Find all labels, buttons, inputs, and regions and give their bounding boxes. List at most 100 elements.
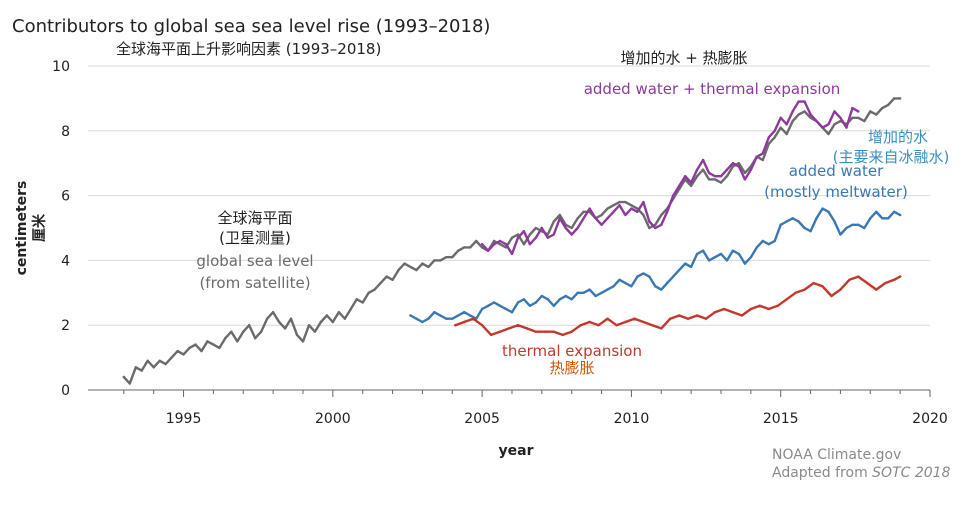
thermal-label-cn: 热膨胀	[549, 359, 594, 377]
data-point-thermal-expansion	[776, 304, 779, 307]
data-point-thermal-expansion	[893, 278, 896, 281]
data-point-thermal-expansion	[543, 330, 546, 333]
data-point-added-water-thermal-expansion	[588, 207, 591, 210]
data-point-global-sea-level-from-satellite	[689, 184, 693, 188]
data-point-global-sea-level-from-satellite	[618, 200, 621, 204]
data-point-added-water-mostly-meltwater	[707, 259, 711, 262]
data-point-added-water-mostly-meltwater	[749, 256, 753, 259]
data-point-thermal-expansion	[884, 281, 887, 285]
data-point-added-water-thermal-expansion	[624, 213, 627, 217]
data-point-thermal-expansion	[588, 320, 591, 324]
data-point-thermal-expansion	[570, 330, 573, 333]
data-point-thermal-expansion	[561, 333, 564, 337]
data-point-added-water-mostly-meltwater	[469, 314, 472, 317]
data-point-added-water-mostly-meltwater	[857, 223, 860, 226]
data-point-global-sea-level-from-satellite	[379, 281, 382, 285]
data-point-added-water-thermal-expansion	[522, 230, 526, 233]
data-point-global-sea-level-from-satellite	[319, 320, 323, 324]
data-point-global-sea-level-from-satellite	[642, 213, 645, 217]
data-point-added-water-thermal-expansion	[827, 123, 830, 126]
data-point-global-sea-level-from-satellite	[313, 330, 317, 333]
data-point-added-water-thermal-expansion	[618, 204, 621, 207]
data-point-global-sea-level-from-satellite	[325, 314, 329, 317]
series-line-thermal-expansion	[454, 275, 902, 337]
data-point-thermal-expansion	[794, 291, 797, 294]
data-point-added-water-thermal-expansion	[504, 243, 508, 246]
data-point-added-water-mostly-meltwater	[839, 233, 842, 236]
x-tick-label-2015: 2015	[763, 411, 799, 427]
data-point-added-water-mostly-meltwater	[898, 213, 902, 217]
data-point-global-sea-level-from-satellite	[492, 239, 496, 243]
data-point-added-water-mostly-meltwater	[761, 239, 764, 243]
data-point-global-sea-level-from-satellite	[421, 262, 424, 265]
data-point-added-water-mostly-meltwater	[504, 307, 508, 311]
data-point-global-sea-level-from-satellite	[218, 346, 221, 350]
data-point-added-water-mostly-meltwater	[755, 246, 758, 249]
data-point-thermal-expansion	[498, 330, 502, 333]
data-point-thermal-expansion	[669, 317, 672, 320]
data-point-added-water-thermal-expansion	[779, 116, 782, 120]
series-lines	[122, 97, 902, 385]
data-point-thermal-expansion	[830, 294, 833, 298]
data-point-added-water-mostly-meltwater	[731, 249, 735, 252]
data-point-added-water-mostly-meltwater	[678, 268, 681, 272]
data-point-added-water-mostly-meltwater	[695, 252, 699, 256]
data-point-added-water-mostly-meltwater	[588, 288, 591, 291]
data-point-global-sea-level-from-satellite	[224, 337, 227, 340]
series-added-water-thermal-expansion	[480, 100, 860, 256]
data-point-thermal-expansion	[606, 317, 609, 320]
data-point-added-water-mostly-meltwater	[492, 301, 496, 304]
y-tick-label-6: 6	[61, 189, 70, 205]
credit-line-2: Adapted from SOTC 2018	[772, 465, 951, 481]
data-point-global-sea-level-from-satellite	[582, 210, 585, 213]
data-point-thermal-expansion	[695, 314, 699, 317]
data-point-global-sea-level-from-satellite	[152, 366, 155, 369]
data-point-added-water-mostly-meltwater	[791, 217, 794, 220]
chart-title: Contributors to global sea sea level ris…	[12, 16, 490, 37]
data-point-added-water-mostly-meltwater	[427, 317, 430, 320]
data-point-added-water-mostly-meltwater	[869, 217, 872, 220]
data-point-added-water-mostly-meltwater	[815, 217, 818, 220]
y-axis-label-cn: 厘米	[31, 213, 48, 242]
data-point-thermal-expansion	[633, 317, 636, 320]
data-point-added-water-thermal-expansion	[833, 110, 836, 113]
data-point-added-water-thermal-expansion	[636, 210, 639, 213]
data-point-global-sea-level-from-satellite	[391, 278, 394, 281]
data-point-added-water-thermal-expansion	[749, 168, 753, 171]
data-point-global-sea-level-from-satellite	[295, 333, 299, 337]
y-tick-label-0: 0	[61, 383, 70, 399]
data-point-added-water-mostly-meltwater	[522, 298, 526, 301]
data-point-global-sea-level-from-satellite	[271, 311, 275, 314]
data-point-added-water-mostly-meltwater	[415, 317, 418, 320]
data-point-added-water-thermal-expansion	[713, 175, 717, 178]
data-point-added-water-mostly-meltwater	[887, 217, 890, 220]
data-point-global-sea-level-from-satellite	[439, 259, 442, 262]
x-tick-label-2010: 2010	[614, 411, 650, 427]
x-tick-label-2020: 2020	[912, 411, 948, 427]
data-point-global-sea-level-from-satellite	[498, 243, 502, 246]
data-point-global-sea-level-from-satellite	[415, 268, 418, 272]
data-point-global-sea-level-from-satellite	[480, 246, 484, 249]
data-point-added-water-thermal-expansion	[612, 210, 615, 213]
data-point-thermal-expansion	[552, 330, 555, 333]
data-point-thermal-expansion	[839, 288, 842, 291]
data-point-global-sea-level-from-satellite	[343, 317, 346, 320]
data-point-global-sea-level-from-satellite	[200, 349, 203, 353]
data-point-global-sea-level-from-satellite	[761, 158, 764, 162]
data-point-global-sea-level-from-satellite	[767, 142, 770, 145]
data-point-added-water-mostly-meltwater	[827, 210, 830, 213]
data-point-added-water-thermal-expansion	[672, 194, 675, 197]
data-point-thermal-expansion	[767, 307, 770, 311]
x-tick-label-2000: 2000	[315, 411, 351, 427]
data-point-global-sea-level-from-satellite	[630, 204, 633, 207]
data-point-thermal-expansion	[579, 324, 582, 327]
data-point-global-sea-level-from-satellite	[898, 97, 902, 100]
series-thermal-expansion	[454, 275, 902, 337]
data-point-added-water-mostly-meltwater	[409, 314, 412, 317]
data-point-added-water-mostly-meltwater	[654, 285, 657, 288]
data-point-global-sea-level-from-satellite	[857, 116, 860, 120]
data-point-added-water-mostly-meltwater	[510, 311, 514, 314]
data-point-global-sea-level-from-satellite	[355, 298, 358, 301]
data-point-added-water-mostly-meltwater	[893, 210, 896, 213]
credit-line-1: NOAA Climate.gov	[772, 447, 901, 463]
